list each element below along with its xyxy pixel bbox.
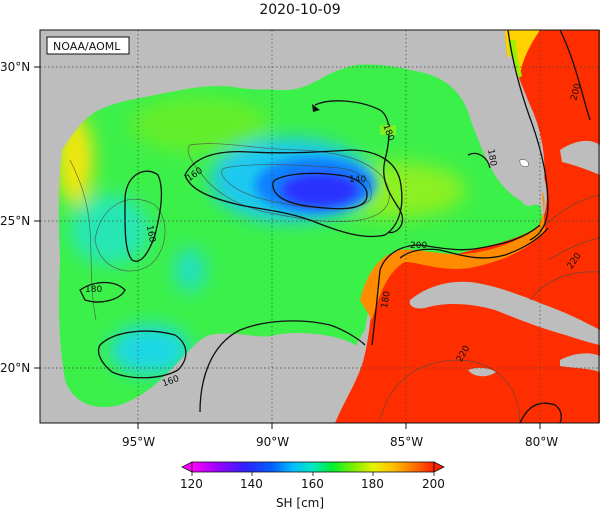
contour-label: 200 bbox=[410, 241, 427, 251]
contour-label: 180 bbox=[380, 290, 393, 309]
arrow-marker bbox=[312, 104, 320, 112]
colorbar-tick: 120 bbox=[180, 477, 203, 491]
credit-box: NOAA/AOML bbox=[46, 36, 130, 55]
contour-label: 200 bbox=[570, 82, 584, 101]
contour-label: 140 bbox=[349, 175, 366, 185]
colorbar-tick: 200 bbox=[422, 477, 445, 491]
coastlines bbox=[40, 30, 600, 423]
map-title: 2020-10-09 bbox=[259, 2, 341, 18]
axis-ticks bbox=[34, 66, 541, 429]
lat-label: 25°N bbox=[0, 214, 30, 228]
minor-contours bbox=[69, 143, 600, 423]
colorbar-tick: 180 bbox=[361, 477, 384, 491]
lat-label: 20°N bbox=[0, 361, 30, 375]
contour-label: 160 bbox=[144, 225, 157, 244]
lon-label: 80°W bbox=[525, 435, 558, 449]
lat-labels: 30°N 25°N 20°N bbox=[0, 60, 30, 375]
lon-labels: 95°W 90°W 85°W 80°W bbox=[122, 435, 558, 449]
lon-label: 90°W bbox=[256, 435, 289, 449]
contour-label: 180 bbox=[485, 148, 498, 167]
map-frame bbox=[39, 29, 600, 424]
lat-label: 30°N bbox=[0, 60, 30, 74]
major-contours bbox=[79, 30, 591, 423]
gulf-ocean-field bbox=[57, 64, 545, 423]
credit-text: NOAA/AOML bbox=[53, 40, 121, 53]
colorbar-tick: 160 bbox=[301, 477, 324, 491]
colorbar-label: SH [cm] bbox=[275, 496, 325, 510]
colorbar: 120 140 160 180 200 bbox=[180, 461, 445, 491]
contour-label: 180 bbox=[85, 285, 102, 295]
lon-label: 95°W bbox=[122, 435, 155, 449]
colorbar-tick: 140 bbox=[240, 477, 263, 491]
gridlines bbox=[40, 30, 600, 423]
lon-label: 85°W bbox=[390, 435, 423, 449]
